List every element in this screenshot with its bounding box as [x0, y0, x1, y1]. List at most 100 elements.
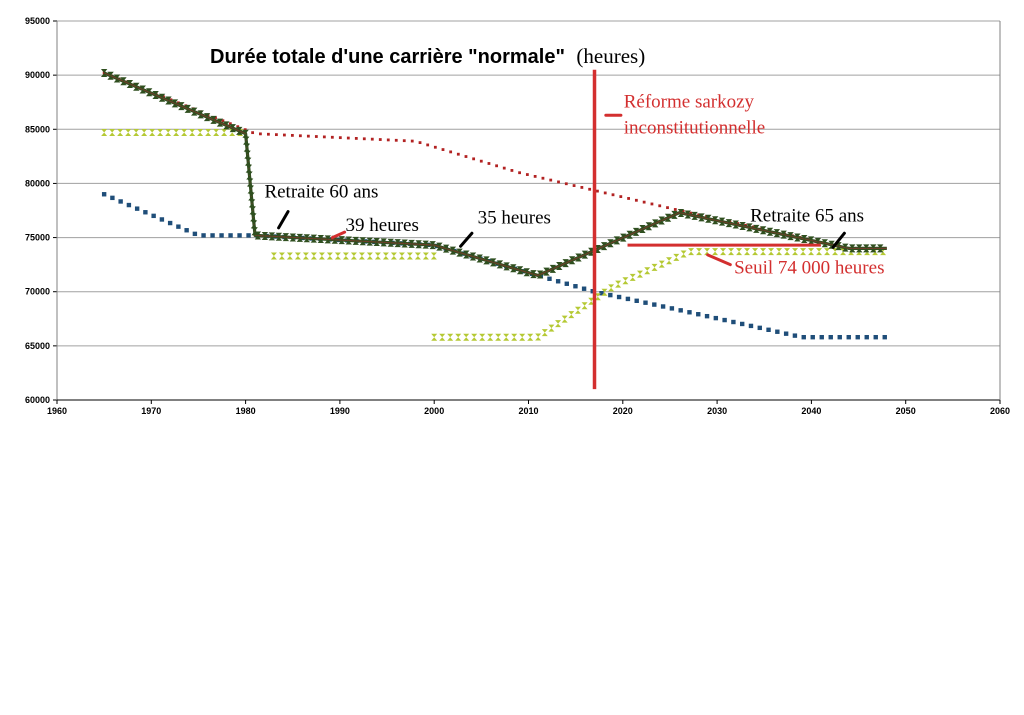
- series-point: [221, 119, 225, 123]
- series-point: [246, 178, 254, 187]
- series-point: [548, 324, 555, 332]
- series-point: [354, 137, 358, 140]
- series-point: [794, 233, 801, 242]
- series-point: [599, 291, 604, 296]
- series-point: [807, 236, 815, 245]
- x-tick-label: 2040: [801, 406, 821, 416]
- series-point: [625, 296, 631, 302]
- series-point: [626, 230, 633, 239]
- series-point: [863, 244, 870, 253]
- x-tick-label: 1980: [236, 406, 256, 416]
- series-point: [317, 234, 325, 243]
- series-point: [691, 211, 698, 220]
- series-point: [107, 71, 114, 80]
- series-point: [519, 333, 526, 341]
- series-point: [651, 263, 658, 271]
- series-point: [456, 248, 463, 257]
- series-point: [564, 182, 568, 186]
- series-point: [784, 248, 791, 256]
- series-point: [100, 68, 108, 77]
- series-point: [101, 192, 107, 197]
- series-point: [736, 248, 743, 256]
- series-point: [143, 210, 148, 215]
- series-point: [596, 189, 599, 193]
- series-point: [449, 150, 453, 154]
- series-point: [712, 248, 719, 256]
- series-point: [145, 88, 153, 97]
- series-point: [181, 129, 188, 137]
- series-point: [535, 333, 542, 341]
- series-point: [678, 308, 683, 313]
- series-point: [713, 315, 719, 321]
- series-point: [652, 302, 657, 307]
- series-point: [634, 198, 638, 202]
- series-point: [660, 304, 666, 309]
- series-point: [394, 138, 398, 142]
- series-point: [581, 250, 589, 259]
- series-point: [314, 135, 318, 138]
- series-point: [113, 74, 121, 83]
- series-point: [449, 246, 457, 255]
- series-point: [527, 333, 534, 341]
- series-point: [877, 244, 884, 253]
- series-point: [608, 292, 613, 298]
- series-point: [290, 133, 294, 137]
- series-point: [856, 244, 863, 253]
- series-point: [673, 253, 680, 261]
- series-point: [203, 113, 211, 122]
- series-point: [846, 334, 851, 340]
- series-point: [639, 225, 646, 234]
- series-point: [753, 224, 760, 233]
- series-point: [696, 248, 703, 256]
- series-point: [214, 116, 217, 120]
- series-point: [197, 129, 204, 137]
- series-point: [611, 193, 615, 197]
- series-point: [620, 233, 627, 242]
- series-point: [720, 248, 727, 256]
- annotation-retraite-65: Retraite 65 ans: [750, 205, 864, 226]
- series-point: [704, 248, 711, 256]
- series-point: [816, 248, 823, 256]
- series-point: [698, 213, 705, 222]
- series-point: [346, 136, 350, 140]
- series-point: [696, 312, 701, 317]
- series-point: [828, 334, 833, 340]
- series-point: [658, 216, 665, 225]
- series-point: [704, 313, 710, 319]
- series-point: [359, 237, 366, 246]
- series-point: [590, 289, 595, 294]
- series-point: [600, 242, 608, 251]
- series-point: [759, 226, 767, 235]
- series-point: [643, 300, 648, 305]
- series-point: [210, 115, 217, 124]
- chart-title: Durée totale d'une carrière "normale" (h…: [210, 44, 645, 68]
- series-point: [141, 129, 148, 137]
- series-point: [422, 240, 429, 249]
- series-point: [169, 98, 173, 102]
- series-point: [126, 202, 132, 208]
- series-point: [819, 334, 824, 340]
- series-point: [126, 80, 134, 89]
- series-point: [634, 298, 639, 303]
- series-point: [378, 138, 382, 141]
- series-point: [244, 150, 251, 159]
- series-point: [184, 104, 191, 113]
- series-point: [581, 302, 588, 310]
- series-point: [139, 85, 146, 94]
- series-point: [386, 138, 390, 142]
- series-point: [476, 254, 483, 263]
- y-tick-label: 65000: [25, 341, 50, 351]
- series-point: [572, 184, 576, 187]
- series-point: [310, 252, 317, 260]
- series-point: [192, 231, 198, 237]
- series-point: [176, 224, 181, 229]
- series-point: [808, 248, 815, 256]
- annotation-leader-retraite-60: [277, 210, 290, 230]
- series-point: [688, 248, 695, 256]
- series-point: [197, 110, 204, 119]
- series-point: [270, 252, 277, 260]
- series-point: [536, 270, 544, 279]
- series-point: [644, 267, 651, 275]
